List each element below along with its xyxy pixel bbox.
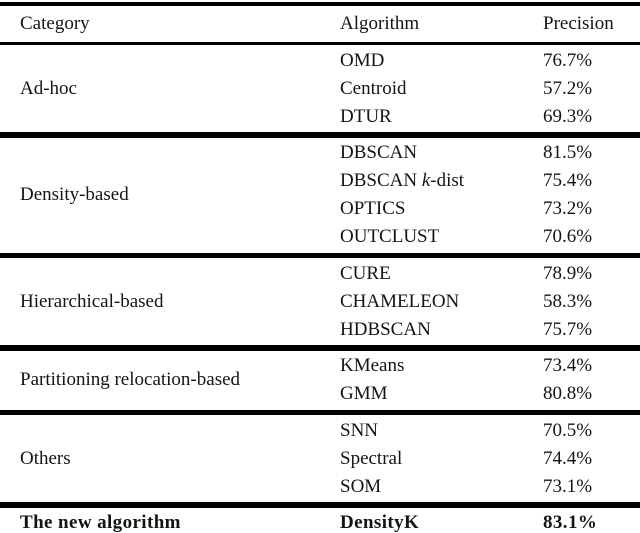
algorithm-cell: OPTICS — [340, 198, 406, 219]
precision-column: 73.4% 80.8% — [543, 352, 630, 408]
precision-cell: 73.2% — [543, 198, 593, 219]
algorithm-cell: DBSCAN — [340, 142, 418, 163]
algorithm-cell: DTUR — [340, 105, 392, 127]
table-group: Ad-hoc OMD Centroid DTUR 76.7% 57.2% 69.3% — [0, 45, 640, 132]
category-cell: Partitioning relocation-based — [20, 369, 241, 390]
precision-cell: 70.6% — [543, 226, 593, 247]
table-header-row: Category Algorithm Precision — [0, 6, 640, 42]
algorithm-cell: KMeans — [340, 355, 405, 376]
category-cell: Density-based — [20, 184, 129, 205]
precision-column: 78.9% 58.3% 75.7% — [543, 260, 630, 344]
algorithm-cell: SOM — [340, 475, 382, 497]
precision-cell: 69.3% — [543, 105, 593, 127]
precision-cell: 73.1% — [543, 475, 593, 497]
algorithm-cell: SNN — [340, 419, 379, 441]
group-divider — [0, 345, 640, 351]
group-divider — [0, 502, 640, 508]
algorithm-cell: OMD — [340, 49, 385, 71]
header-category: Category — [20, 13, 90, 34]
category-cell: Hierarchical-based — [20, 290, 164, 312]
table-body: Ad-hoc OMD Centroid DTUR 76.7% 57.2% 69.3% Dens… — [0, 45, 640, 508]
algorithm-column: DBSCAN DBSCAN k-dist OPTICS OUTCLUST — [340, 139, 543, 251]
algorithm-cell: Spectral — [340, 447, 403, 469]
header-precision: Precision — [543, 13, 614, 34]
table-group: Density-based DBSCAN DBSCAN k-dist OPTICS OU… — [0, 138, 640, 253]
category-cell: Others — [20, 447, 71, 469]
precision-cell: 57.2% — [543, 77, 593, 99]
precision-cell: 76.7% — [543, 49, 593, 71]
header-algorithm: Algorithm — [340, 13, 420, 34]
table-group: Others SNN Spectral SOM 70.5% 74.4% 73.1% — [0, 415, 640, 502]
algorithm-column: KMeans GMM — [340, 352, 543, 408]
precision-cell: 75.4% — [543, 170, 593, 191]
algorithm-cell: Centroid — [340, 77, 407, 99]
group-divider — [0, 252, 640, 258]
algorithm-cell: DBSCAN k-dist — [340, 170, 465, 191]
algorithm-column: SNN Spectral SOM — [340, 417, 543, 501]
table-footer-row: The new algorithm DensityK 83.1% — [0, 508, 640, 533]
precision-column: 81.5% 75.4% 73.2% 70.6% — [543, 139, 630, 251]
algorithm-cell: GMM — [340, 383, 388, 404]
algorithm-cell: CURE — [340, 262, 391, 284]
group-divider — [0, 132, 640, 138]
algorithm-cell: HDBSCAN — [340, 318, 431, 340]
footer-category: The new algorithm — [20, 512, 181, 533]
algorithm-column: OMD Centroid DTUR — [340, 47, 543, 131]
precision-column: 70.5% 74.4% 73.1% — [543, 417, 630, 501]
algorithm-column: CURE CHAMELEON HDBSCAN — [340, 260, 543, 344]
precision-cell: 73.4% — [543, 355, 593, 376]
header-rule — [0, 42, 640, 45]
algorithm-cell: CHAMELEON — [340, 290, 460, 312]
precision-cell: 58.3% — [543, 290, 593, 312]
precision-cell: 78.9% — [543, 262, 593, 284]
precision-cell: 70.5% — [543, 419, 593, 441]
group-divider — [0, 409, 640, 415]
precision-cell: 74.4% — [543, 447, 593, 469]
table-group: Hierarchical-based CURE CHAMELEON HDBSCAN 78… — [0, 258, 640, 345]
top-rule — [0, 2, 640, 6]
precision-cell: 75.7% — [543, 318, 593, 340]
precision-column: 76.7% 57.2% 69.3% — [543, 47, 630, 131]
footer-precision: 83.1% — [543, 512, 598, 533]
footer-algorithm: DensityK — [340, 512, 420, 533]
precision-cell: 81.5% — [543, 142, 593, 163]
algorithm-cell: OUTCLUST — [340, 226, 440, 247]
table-group: Partitioning relocation-based KMeans GMM 73… — [0, 351, 640, 410]
precision-cell: 80.8% — [543, 383, 593, 404]
category-cell: Ad-hoc — [20, 77, 77, 99]
